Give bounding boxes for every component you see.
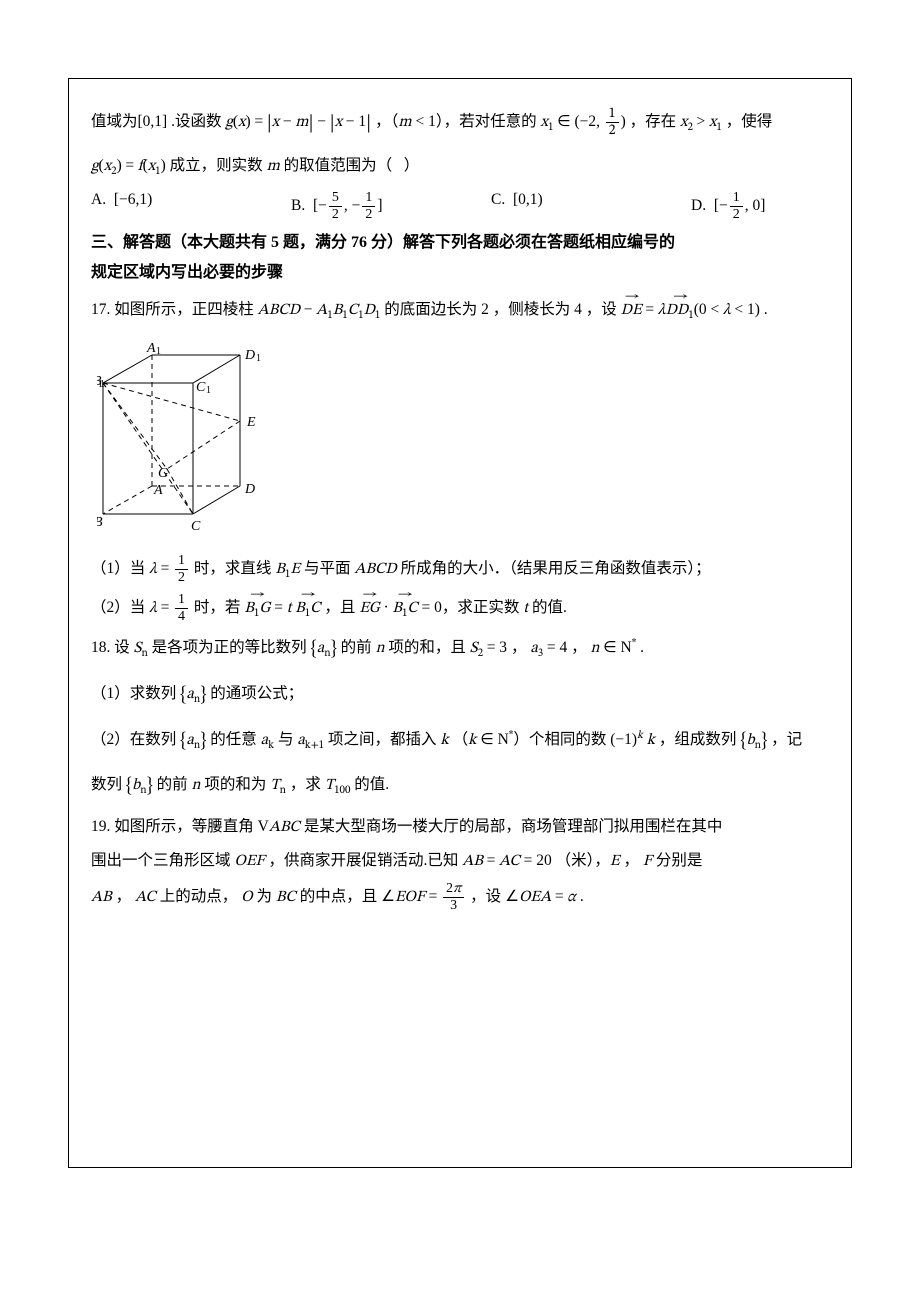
option-A: A. [−6,1) [91, 191, 291, 222]
q19-line1: 19. 如图所示，等腰直角 VABC 是某大型商场一楼大厅的局部，商场管理部门拟… [91, 810, 829, 844]
q19-line2: 围出一个三角形区域 OEF ，供商家开展促销活动.已知 AB = AC = 20… [91, 844, 829, 878]
section3-title: 三、解答题（本大题共有 5 题，满分 76 分）解答下列各题必须在答题纸相应编号… [91, 228, 829, 289]
q17-part1: （1）当 λ = 12 时，求直线 B1E 与平面 ABCD 所成角的大小．（结… [91, 550, 829, 588]
q18-part1: （1）求数列 {an} 的通项公式； [91, 673, 829, 719]
q16-x1: x1 ∈ (−2, 12) [541, 114, 626, 130]
svg-text:1: 1 [98, 379, 103, 390]
option-D: D. [−12, 0] [691, 191, 811, 222]
content-frame: 值域为[0,1] .设函数 g(x) = |x − m| − |x − 1| ，… [68, 78, 852, 1168]
svg-text:D: D [244, 348, 255, 363]
q17-stem: 17. 如图所示，正四棱柱 ABCD − A1B1C1D1 的底面边长为 2 ，… [91, 291, 829, 329]
svg-text:1: 1 [256, 353, 261, 364]
svg-text:C: C [196, 380, 206, 395]
q18-stem: 18. 设 Sn 是各项为正的等比数列 {an} 的前 n 项的和，且 S2 =… [91, 627, 829, 673]
q16-options: A. [−6,1) B. [−52, −12] C. [0,1) D. [−12… [91, 191, 829, 222]
svg-text:D: D [244, 482, 255, 497]
q16-line2: g(x2) = f(x1) 成立，则实数 m 的取值范围为（ ） [91, 147, 829, 185]
text: 成立，则实数 m 的取值范围为（ ） [170, 157, 420, 174]
prism-svg: A1 D1 B1 B1 C1 E G A D B C [97, 341, 279, 537]
svg-text:A: A [146, 341, 156, 356]
q16-eq: g(x2) = f(x1) [91, 158, 166, 174]
q18-part2-l1: （2）在数列 {an} 的任意 ak 与 ak+1 项之间，都插入 k （k ∈… [91, 719, 829, 765]
svg-text:1: 1 [156, 346, 161, 357]
q17-part2: （2）当 λ = 14 时，若 B1G = t B1C ，且 EG · B1C … [91, 589, 829, 627]
q16-x2: x2 > x1 [680, 114, 722, 130]
q16-mcond: ，（m < 1），若对任意的 [375, 113, 540, 130]
text: ，存在 [630, 113, 680, 130]
q18-part2-l2: 数列 {bn} 的前 n 项的和为 Tn ，求 T100 的值. [91, 764, 829, 810]
q16-intro: 值域为[0,1] .设函数 [91, 113, 225, 130]
option-C: C. [0,1) [491, 191, 691, 222]
text: ，使得 [726, 113, 773, 130]
q17-vec-def: DE = λDD1(0 < λ < 1) [621, 302, 760, 318]
option-B: B. [−52, −12] [291, 191, 491, 222]
q17-text: 如图所示，正四棱柱 ABCD − A1B1C1D1 的底面边长为 2 ，侧棱长为… [114, 301, 620, 318]
q16-line1: 值域为[0,1] .设函数 g(x) = |x − m| − |x − 1| ，… [91, 101, 829, 147]
svg-text:1: 1 [206, 385, 211, 396]
svg-text:C: C [191, 519, 201, 534]
q17-number: 17. [91, 301, 114, 318]
section3-line2: 规定区域内写出必要的步骤 [91, 264, 283, 281]
page: 值域为[0,1] .设函数 g(x) = |x − m| − |x − 1| ，… [0, 0, 920, 1302]
q16-g-def: g(x) = |x − m| − |x − 1| [225, 114, 371, 130]
q17-diagram: A1 D1 B1 B1 C1 E G A D B C [97, 341, 829, 542]
svg-text:A: A [153, 483, 163, 498]
svg-text:G: G [158, 466, 168, 481]
svg-text:B: B [97, 515, 103, 530]
svg-text:E: E [246, 415, 256, 430]
section3-line1: 三、解答题（本大题共有 5 题，满分 76 分）解答下列各题必须在答题纸相应编号… [91, 234, 675, 251]
q19-line3: AB ， AC 上的动点， O 为 BC 的中点，且 ∠EOF = 2π3 ，设… [91, 878, 829, 916]
